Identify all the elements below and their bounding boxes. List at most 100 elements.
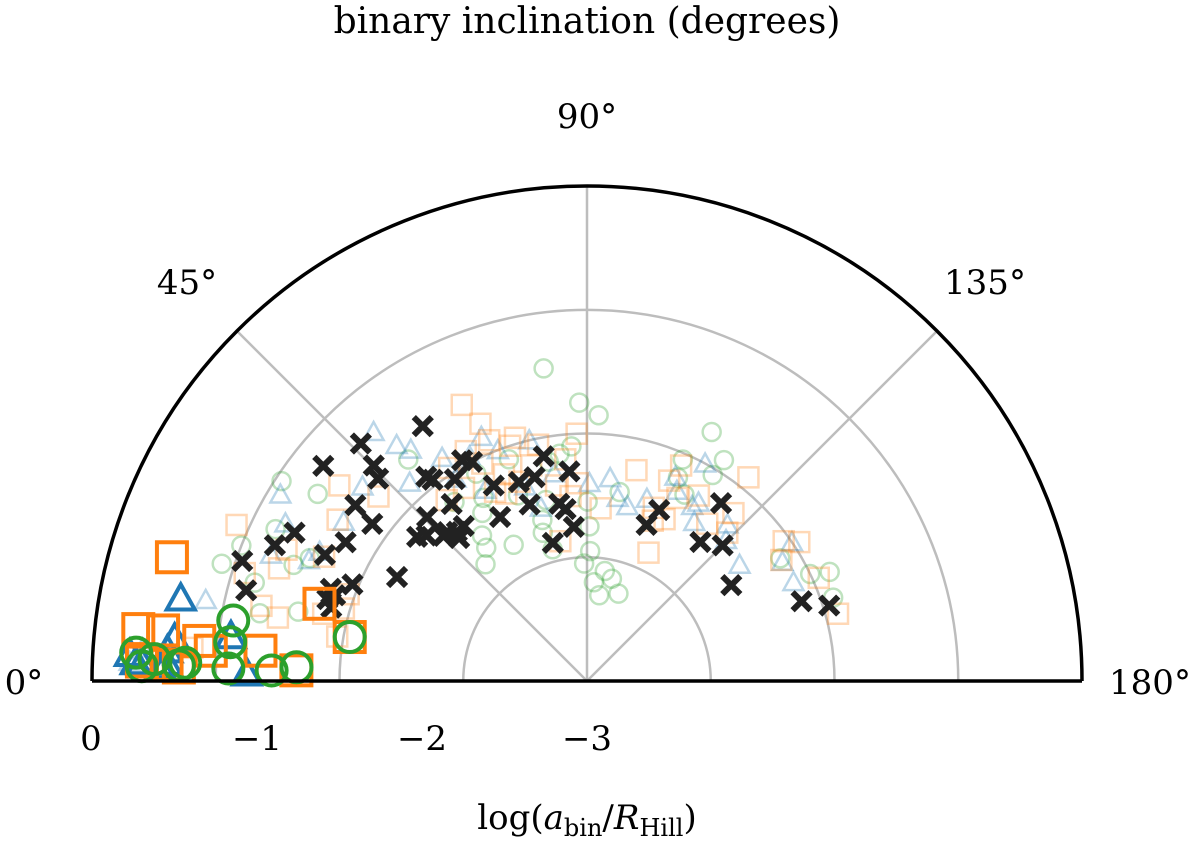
data-point <box>326 508 349 531</box>
data-point <box>720 574 743 597</box>
data-point <box>507 470 530 494</box>
data-point <box>674 484 695 505</box>
data-point <box>344 494 367 517</box>
data-point <box>588 584 610 606</box>
data-point <box>579 540 601 562</box>
data-point <box>448 526 471 550</box>
data-point <box>583 571 605 593</box>
angle-tick-45: 45° <box>157 263 217 303</box>
data-point <box>367 467 390 490</box>
data-point <box>709 491 733 515</box>
data-point <box>313 543 337 567</box>
angle-grid-spoke <box>586 330 938 682</box>
data-point <box>287 601 309 622</box>
data-point <box>562 515 585 538</box>
data-point <box>672 449 694 470</box>
angle-tick-135: 135° <box>944 263 1026 303</box>
data-point <box>702 464 723 486</box>
data-point <box>579 516 600 537</box>
data-point <box>243 633 278 668</box>
data-point <box>443 467 466 491</box>
data-point <box>701 421 722 443</box>
data-point <box>657 469 681 492</box>
data-point <box>415 506 439 529</box>
data-point <box>244 572 266 593</box>
grid-layer <box>214 186 960 682</box>
data-point <box>229 655 265 687</box>
data-point <box>532 522 554 544</box>
data-point <box>367 485 390 508</box>
data-point <box>472 502 493 524</box>
data-point <box>568 392 590 413</box>
data-point <box>429 445 455 468</box>
radial-tick-minus2: −2 <box>397 719 447 759</box>
data-point <box>411 415 434 438</box>
data-point <box>788 530 811 554</box>
data-point <box>211 553 232 574</box>
data-point <box>518 493 541 516</box>
data-point <box>225 513 248 537</box>
data-point <box>421 468 444 491</box>
data-point <box>826 602 850 625</box>
data-point <box>577 491 598 512</box>
data-point <box>475 554 496 575</box>
data-point <box>680 493 705 516</box>
data-point <box>398 449 419 470</box>
x-label-slash: / <box>602 798 614 838</box>
data-point <box>625 458 648 482</box>
data-point <box>271 470 292 492</box>
data-point <box>669 454 693 477</box>
outer-arc <box>90 184 1084 682</box>
data-point <box>608 583 629 604</box>
data-point <box>273 510 298 533</box>
data-point <box>722 501 745 525</box>
data-point <box>489 505 512 529</box>
data-point <box>601 568 623 590</box>
data-point <box>663 463 688 486</box>
data-point <box>415 524 438 547</box>
data-point <box>498 448 520 470</box>
data-point <box>384 432 409 455</box>
data-point <box>283 521 306 544</box>
angle-tick-0: 0° <box>5 663 44 703</box>
data-point <box>265 518 286 540</box>
data-point <box>328 474 351 497</box>
data-point <box>312 454 335 478</box>
data-point <box>332 620 367 655</box>
data-point <box>163 580 199 612</box>
data-point <box>473 487 494 509</box>
data-point <box>267 557 291 580</box>
data-point <box>397 470 422 492</box>
chart-title: binary inclination (degrees) <box>334 1 841 42</box>
data-point <box>452 514 475 538</box>
data-point <box>437 456 461 480</box>
x-label-R: R <box>613 798 640 838</box>
angle-tick-180: 180° <box>1109 663 1191 703</box>
data-point <box>781 569 806 592</box>
data-point <box>779 529 805 552</box>
data-point <box>807 566 831 590</box>
data-point <box>541 460 567 483</box>
data-point <box>503 534 524 556</box>
data-point <box>452 476 476 500</box>
data-point <box>689 530 712 554</box>
data-point <box>398 437 423 459</box>
radial-tick-0: 0 <box>80 719 102 759</box>
data-point <box>558 460 581 483</box>
data-point <box>615 493 640 516</box>
points-layer <box>112 358 850 688</box>
data-point <box>682 509 707 532</box>
data-point <box>302 586 337 621</box>
data-point <box>772 529 795 553</box>
data-point <box>296 547 322 570</box>
data-point <box>667 467 689 488</box>
x-label-prefix: log( <box>477 798 543 838</box>
x-label-R-sub: Hill <box>640 814 684 842</box>
data-point <box>666 486 689 510</box>
data-point <box>482 474 505 497</box>
data-point <box>637 541 660 564</box>
data-point <box>216 603 251 638</box>
data-point <box>566 471 589 495</box>
data-point <box>341 573 364 596</box>
